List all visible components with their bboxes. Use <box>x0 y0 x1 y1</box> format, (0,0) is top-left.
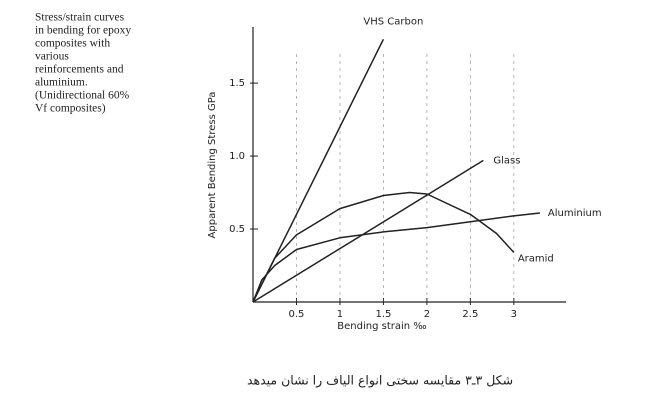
x-axis-label: Bending strain ‰ <box>337 321 426 332</box>
x-tick-label: 0.5 <box>289 309 305 320</box>
series-label: Aramid <box>518 253 554 264</box>
annotation-line: (Unidirectional 60% <box>35 90 130 102</box>
x-tick-label: 1.5 <box>375 309 391 320</box>
y-tick-label: 1.5 <box>229 78 245 89</box>
series-label: VHS Carbon <box>363 16 423 27</box>
y-tick-label: 1.0 <box>229 151 245 162</box>
annotation-line: Stress/strain curves <box>35 12 125 24</box>
series-line <box>252 212 540 303</box>
annotation-line: reinforcements and <box>35 64 124 76</box>
annotation-line: in bending for epoxy <box>35 25 131 37</box>
x-tick-label: 2.5 <box>462 309 478 320</box>
x-tick-label: 3 <box>511 309 517 320</box>
annotation-line: various <box>35 51 69 63</box>
series-line <box>252 159 484 303</box>
y-tick-label: 0.5 <box>229 224 245 235</box>
annotation-line: composites with <box>35 38 110 50</box>
x-tick-label: 1 <box>337 309 343 320</box>
series-line <box>252 191 515 303</box>
x-tick-label: 2 <box>424 309 430 320</box>
annotation-line: Vf composites) <box>35 103 106 115</box>
annotation-line: aluminium. <box>35 77 88 89</box>
series-label: Glass <box>493 155 520 166</box>
y-axis-label: Apparent Bending Stress GPa <box>207 92 218 239</box>
figure-caption: شکل ۳ـ۳ مقایسه سختی انواع الیاف را نشان … <box>247 373 513 389</box>
series-label: Aluminium <box>548 208 602 219</box>
